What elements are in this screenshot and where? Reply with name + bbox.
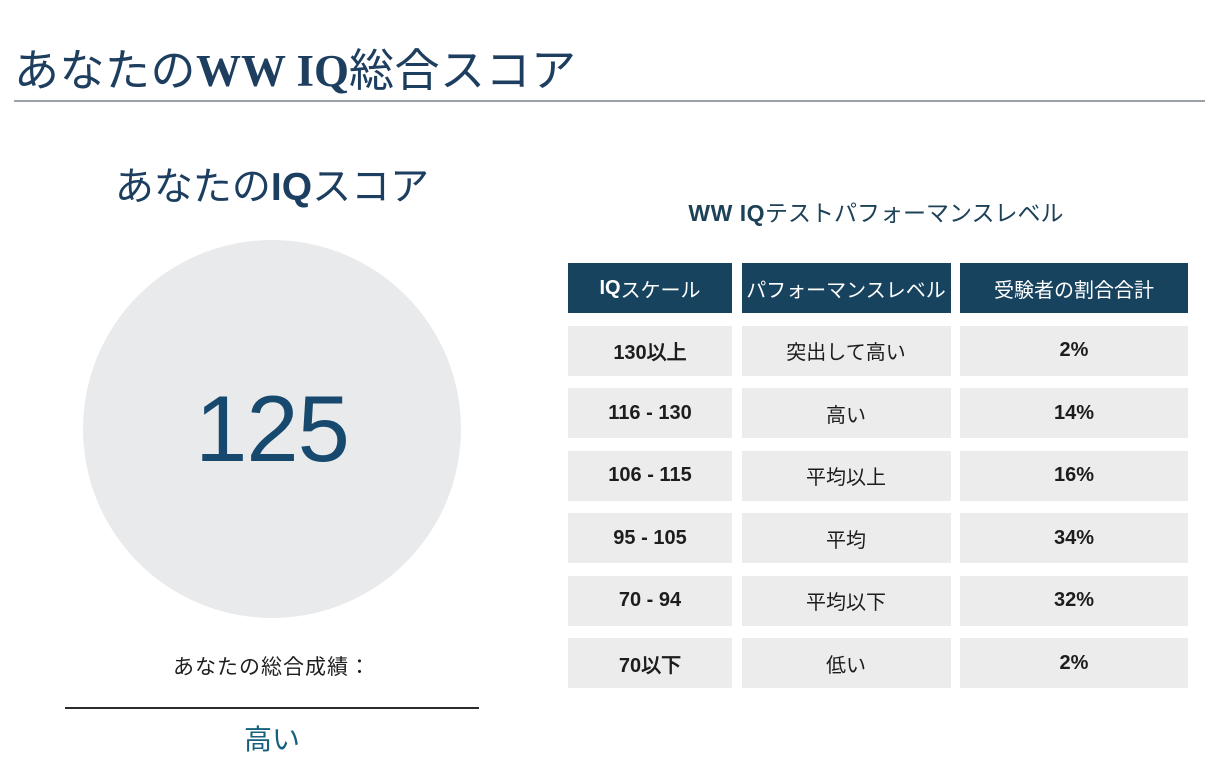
column-header-share-label: 受験者の割合合計 <box>994 279 1154 302</box>
column-header-performance-level: パフォーマンスレベル <box>741 263 951 313</box>
overall-result-value: 高い <box>243 723 300 755</box>
table-cell-scale: 116 - 130 <box>568 388 732 438</box>
table-cell-share: 2% <box>960 638 1188 688</box>
score-heading-bold: IQ <box>270 166 313 209</box>
table-cell-level: 平均以上 <box>741 450 951 501</box>
overall-result-divider <box>65 706 479 709</box>
table-cell-level: 低い <box>741 638 951 688</box>
table-cell-level: 平均 <box>741 513 951 563</box>
page-title: あなたのWW IQ総合スコア <box>14 34 576 99</box>
score-circle: 125 <box>83 239 461 618</box>
table-cell-share: 16% <box>960 450 1188 501</box>
page-title-prefix: あなたの <box>14 45 197 96</box>
title-divider <box>14 100 1205 102</box>
table-cell-scale: 130以上 <box>568 325 732 376</box>
score-heading: あなたのIQスコア <box>115 165 429 212</box>
column-header-share-of-test-takers: 受験者の割合合計 <box>960 263 1188 313</box>
performance-heading-suffix: テストパフォーマンスレベル <box>765 200 1064 226</box>
column-header-performance-level-label: パフォーマンスレベル <box>746 279 946 302</box>
table-cell-share: 14% <box>960 388 1188 438</box>
table-cell-share: 2% <box>960 325 1188 376</box>
table-cell-level: 高い <box>741 388 951 438</box>
column-header-iq-scale-label: スケール <box>620 279 701 302</box>
column-header-iq-scale-bold: IQ <box>599 276 621 299</box>
score-value: 125 <box>195 375 350 481</box>
page-title-brand: WW IQ <box>196 46 349 96</box>
performance-heading-bold: WW IQ <box>688 200 766 226</box>
column-header-iq-scale: IQ スケール <box>568 263 732 313</box>
table-cell-scale: 70 - 94 <box>568 575 732 626</box>
table-cell-scale: 95 - 105 <box>568 513 732 563</box>
overall-result-label: あなたの総合成績： <box>173 655 371 679</box>
table-cell-level: 突出して高い <box>741 325 951 376</box>
table-cell-share: 34% <box>960 513 1188 563</box>
table-cell-level: 平均以下 <box>741 575 951 626</box>
performance-table: IQ スケール パフォーマンスレベル 受験者の割合合計 130以上 突出して高い … <box>568 263 1188 688</box>
score-heading-suffix: スコア <box>312 166 430 209</box>
score-heading-prefix: あなたの <box>114 166 271 209</box>
table-cell-scale: 106 - 115 <box>568 450 732 501</box>
iq-score-panel: あなたのIQスコア 125 あなたの総合成績： 高い <box>62 165 482 758</box>
table-cell-scale: 70以下 <box>568 638 732 688</box>
page-title-suffix: 総合スコア <box>348 45 577 96</box>
performance-table-heading: WW IQテストパフォーマンスレベル <box>564 194 1188 228</box>
table-cell-share: 32% <box>960 575 1188 626</box>
